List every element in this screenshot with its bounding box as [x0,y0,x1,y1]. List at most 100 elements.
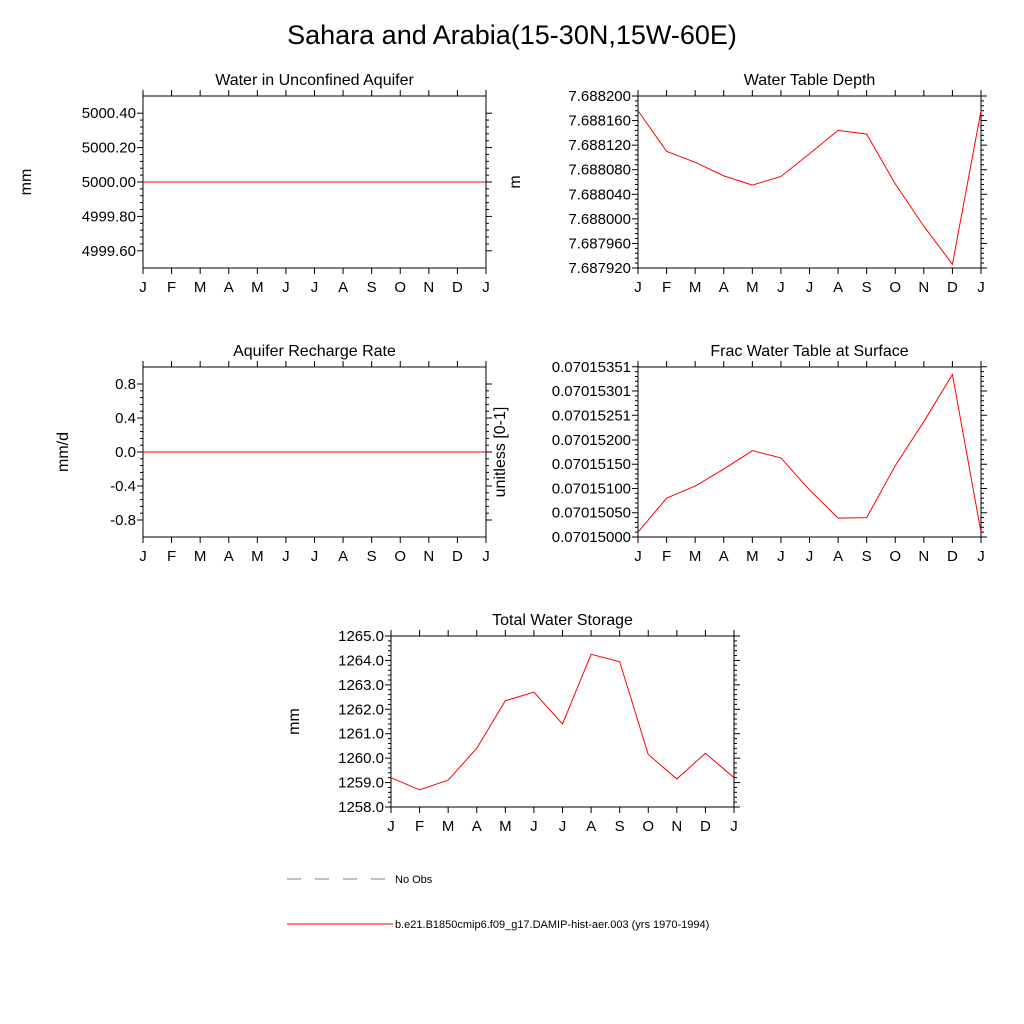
x-tick-label: A [719,548,729,565]
y-tick-label: 7.688200 [568,88,631,105]
x-tick-label: F [167,279,176,296]
x-tick-label: J [977,279,985,296]
series-line-total-water-storage [390,653,735,791]
y-tick-label: 0.07015251 [552,407,631,424]
x-tick-label: J [282,279,290,296]
x-tick-label: M [499,818,512,835]
x-tick-label: A [338,279,348,296]
y-tick-label: 7.688160 [568,113,631,130]
y-tick-label: 1263.0 [338,677,384,694]
x-tick-label: A [338,548,348,565]
x-tick-label: S [615,818,625,835]
x-tick-label: J [806,279,814,296]
x-tick-label: J [730,818,738,835]
x-tick-label: N [918,279,929,296]
x-tick-label: M [442,818,455,835]
y-tick-label: 4999.80 [82,208,136,225]
x-tick-label: J [482,279,490,296]
x-tick-label: M [746,279,759,296]
x-tick-label: J [634,279,642,296]
x-tick-label: O [394,279,406,296]
x-tick-label: F [662,279,671,296]
x-tick-label: D [452,548,463,565]
y-axis-label: m [507,175,524,188]
x-tick-label: J [139,279,147,296]
x-tick-label: A [586,818,596,835]
y-tick-label: 1264.0 [338,652,384,669]
x-tick-label: J [311,279,319,296]
y-tick-label: 1259.0 [338,775,384,792]
y-tick-label: 0.0 [115,444,136,461]
x-tick-label: J [977,548,985,565]
page-title: Sahara and Arabia(15-30N,15W-60E) [287,20,737,50]
x-tick-label: J [559,818,567,835]
x-tick-label: A [833,279,843,296]
y-tick-label: -0.8 [110,512,136,529]
y-axis-label: mm/d [55,432,72,472]
y-tick-label: 1262.0 [338,701,384,718]
x-tick-label: S [367,279,377,296]
x-tick-label: J [777,548,785,565]
x-tick-label: O [642,818,654,835]
x-tick-label: J [634,548,642,565]
x-tick-label: M [746,548,759,565]
series-line-water-table-depth [637,110,982,266]
x-tick-label: F [415,818,424,835]
x-tick-label: D [452,279,463,296]
y-tick-label: 7.688080 [568,162,631,179]
x-tick-label: S [862,548,872,565]
x-tick-label: O [889,548,901,565]
x-tick-label: M [194,548,207,565]
x-tick-label: S [367,548,377,565]
x-tick-label: A [719,279,729,296]
y-tick-label: 5000.20 [82,140,136,157]
x-tick-label: J [387,818,395,835]
y-axis-label: mm [286,708,303,735]
y-tick-label: 0.07015351 [552,359,631,376]
x-tick-label: N [671,818,682,835]
chart-title: Water in Unconfined Aquifer [215,72,414,89]
y-tick-label: 1260.0 [338,750,384,767]
x-tick-label: A [224,548,234,565]
y-tick-label: 4999.60 [82,243,136,260]
plot-frame [390,635,735,808]
x-tick-label: A [472,818,482,835]
x-tick-label: F [662,548,671,565]
y-tick-label: 7.688120 [568,137,631,154]
x-tick-label: N [423,279,434,296]
chart-title: Frac Water Table at Surface [710,343,908,360]
x-tick-label: J [777,279,785,296]
x-tick-label: M [689,548,702,565]
x-tick-label: J [139,548,147,565]
y-axis-label: unitless [0-1] [492,407,509,498]
x-tick-label: J [806,548,814,565]
plot-frame [637,366,982,538]
y-tick-label: 1258.0 [338,799,384,816]
x-tick-label: A [833,548,843,565]
chart-title: Aquifer Recharge Rate [233,343,396,360]
y-tick-label: 0.07015000 [552,529,631,546]
y-tick-label: 7.688000 [568,211,631,228]
x-tick-label: A [224,279,234,296]
x-tick-label: M [689,279,702,296]
legend-obs-label: No Obs [395,874,433,886]
y-tick-label: 0.07015050 [552,505,631,522]
y-tick-label: 5000.00 [82,174,136,191]
x-tick-label: M [194,279,207,296]
chart-title: Water Table Depth [744,72,876,89]
y-tick-label: 0.8 [115,376,136,393]
y-tick-label: 0.07015200 [552,432,631,449]
y-tick-label: 0.07015150 [552,456,631,473]
x-tick-label: O [394,548,406,565]
x-tick-label: N [423,548,434,565]
x-tick-label: M [251,279,264,296]
y-tick-label: 0.4 [115,410,136,427]
y-tick-label: 7.688040 [568,186,631,203]
x-tick-label: J [482,548,490,565]
